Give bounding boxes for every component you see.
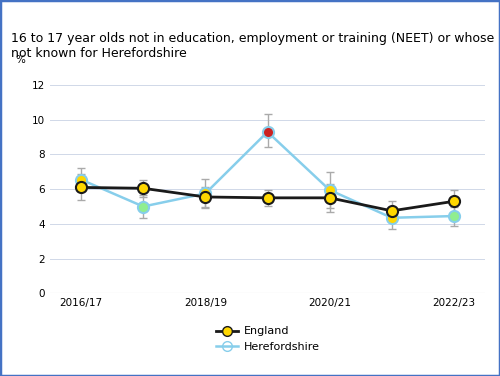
Legend: England, Herefordshire: England, Herefordshire <box>211 322 324 356</box>
Text: %: % <box>15 55 25 65</box>
Text: 16 to 17 year olds not in education, employment or training (NEET) or whose acti: 16 to 17 year olds not in education, emp… <box>11 32 500 59</box>
